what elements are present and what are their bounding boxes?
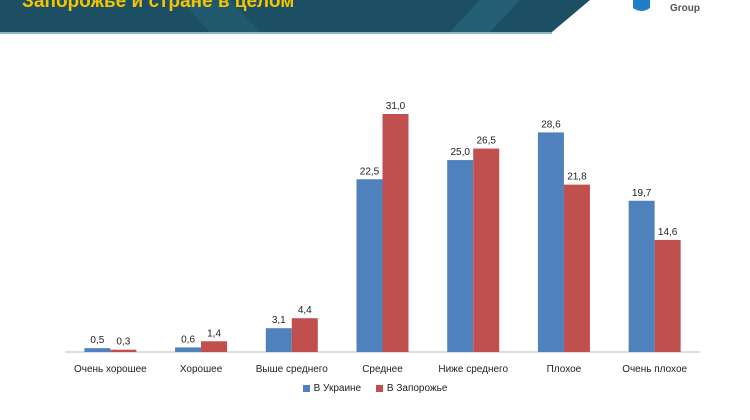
- category-label: Очень хорошее: [74, 364, 147, 375]
- logo-icon: [633, 0, 650, 11]
- bar: [356, 179, 383, 352]
- data-label: 14,6: [658, 227, 678, 238]
- data-label: 19,7: [632, 188, 652, 199]
- bar: [265, 328, 292, 352]
- category-label: Хорошее: [180, 364, 223, 375]
- data-label: 0,6: [181, 334, 195, 345]
- data-label: 4,4: [298, 305, 312, 316]
- legend-item-ukraine: В Украине: [302, 383, 362, 394]
- data-label: 1,4: [207, 328, 221, 339]
- data-label: 22,5: [360, 166, 380, 177]
- logo-text: Group: [670, 3, 700, 14]
- bar: [563, 184, 590, 352]
- data-label: 0,3: [116, 337, 130, 348]
- page-title: Запорожье и стране в целом: [22, 0, 295, 12]
- bar: [382, 114, 409, 352]
- bar: [628, 200, 655, 352]
- data-label: 21,8: [567, 172, 587, 183]
- category-label: Ниже среднего: [438, 364, 508, 375]
- bar: [291, 318, 318, 352]
- bar: [175, 347, 202, 352]
- data-label: 28,6: [541, 119, 561, 130]
- legend: В Украине В Запорожье: [0, 383, 750, 395]
- legend-swatch: [375, 385, 383, 392]
- bar: [447, 160, 474, 352]
- legend-label: В Украине: [313, 383, 362, 394]
- legend-swatch: [302, 385, 310, 392]
- legend-item-zaporozhye: В Запорожье: [375, 383, 448, 394]
- bar: [110, 349, 137, 352]
- bar: [473, 148, 500, 352]
- legend-label: В Запорожье: [386, 383, 448, 394]
- category-label: Среднее: [362, 364, 403, 375]
- bar: [201, 341, 228, 352]
- category-label: Очень плохое: [622, 364, 687, 375]
- bar: [654, 239, 681, 352]
- bar: [84, 348, 111, 352]
- data-label: 3,1: [272, 315, 286, 326]
- category-label: Выше среднего: [256, 364, 328, 375]
- data-label: 0,5: [90, 335, 104, 346]
- data-label: 31,0: [386, 101, 406, 112]
- category-label: Плохое: [547, 364, 582, 375]
- header-banner: [0, 0, 650, 34]
- data-label: 26,5: [476, 136, 496, 147]
- bar: [537, 132, 564, 352]
- data-label: 25,0: [450, 147, 470, 158]
